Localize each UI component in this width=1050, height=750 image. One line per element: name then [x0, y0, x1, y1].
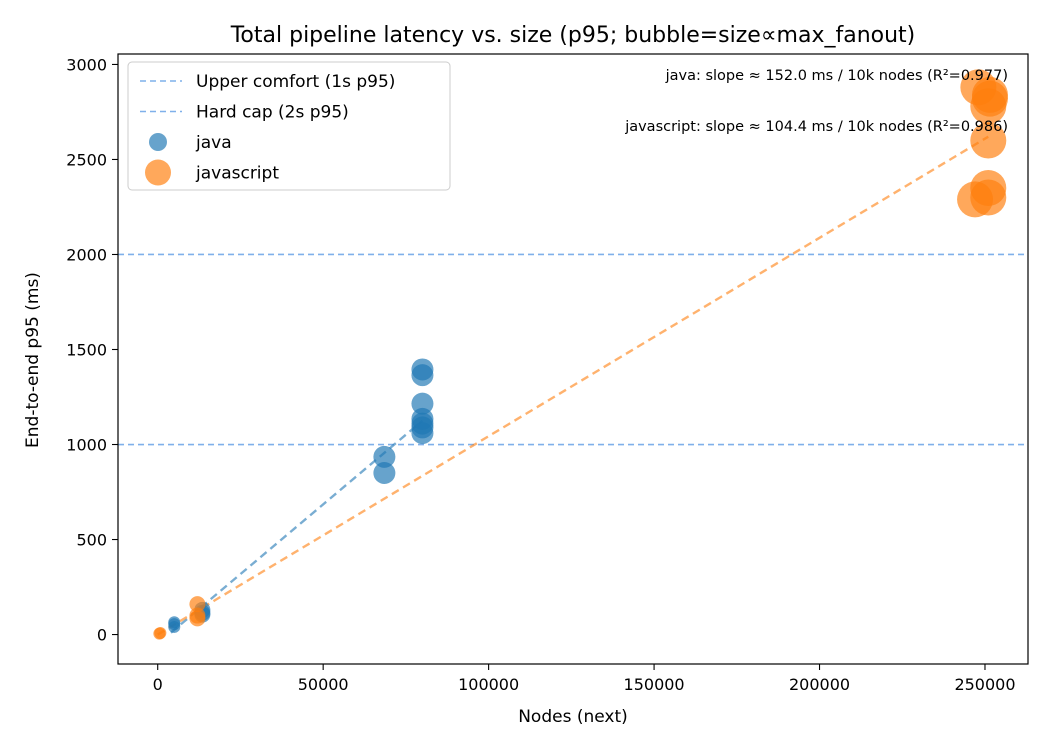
- x-tick-label: 50000: [298, 675, 349, 694]
- legend-label: java: [195, 133, 232, 153]
- annotation-javascript: javascript: slope ≈ 104.4 ms / 10k nodes…: [624, 119, 1008, 135]
- chart-title: Total pipeline latency vs. size (p95; bu…: [230, 23, 916, 48]
- x-tick-label: 0: [153, 675, 163, 694]
- y-tick-label: 2500: [66, 150, 107, 169]
- y-tick-label: 500: [76, 531, 107, 550]
- legend-dot-swatch-java: [149, 133, 167, 151]
- fit-line-javascript: [157, 135, 989, 636]
- y-tick-label: 2000: [66, 245, 107, 264]
- y-axis-label: End-to-end p95 (ms): [23, 272, 43, 448]
- y-tick-label: 1000: [66, 436, 107, 455]
- x-tick-label: 100000: [458, 675, 519, 694]
- javascript-point-8: [970, 169, 1007, 206]
- legend-frame: [127, 61, 451, 191]
- java-point-12: [411, 407, 434, 430]
- java-point-8: [373, 445, 396, 468]
- legend: Upper comfort (1s p95) Hard cap (2s p95) j…: [127, 61, 451, 191]
- java-point-15: [411, 358, 434, 381]
- legend-dot-swatch-javascript: [145, 159, 171, 186]
- javascript-point-5: [189, 596, 206, 613]
- x-tick-label: 250000: [954, 675, 1015, 694]
- x-axis-label: Nodes (next): [518, 707, 628, 727]
- javascript-point-2: [154, 627, 167, 640]
- y-tick-label: 1500: [66, 340, 107, 359]
- javascript-point-13: [960, 69, 997, 106]
- legend-label: javascript: [195, 164, 279, 184]
- x-tick-label: 200000: [789, 675, 850, 694]
- plot-area: 0 50000 100000 150000 200000 250000 0 500 1000 15…: [66, 53, 1029, 694]
- javascript-point-9: [970, 122, 1007, 159]
- javascript-point-4: [189, 607, 206, 624]
- annotation-java: java: slope ≈ 152.0 ms / 10k nodes (R²=0…: [665, 68, 1008, 84]
- java-point-3: [168, 616, 181, 629]
- x-tick-label: 150000: [624, 675, 685, 694]
- y-tick-label: 3000: [66, 55, 107, 74]
- plot-inner: [118, 69, 1028, 640]
- y-tick-label: 0: [97, 626, 107, 645]
- java-point-13: [411, 392, 434, 415]
- plot-frame: [117, 53, 1029, 665]
- legend-label: Hard cap (2s p95): [196, 103, 349, 123]
- java-point-7: [373, 462, 396, 485]
- legend-label: Upper comfort (1s p95): [196, 72, 395, 92]
